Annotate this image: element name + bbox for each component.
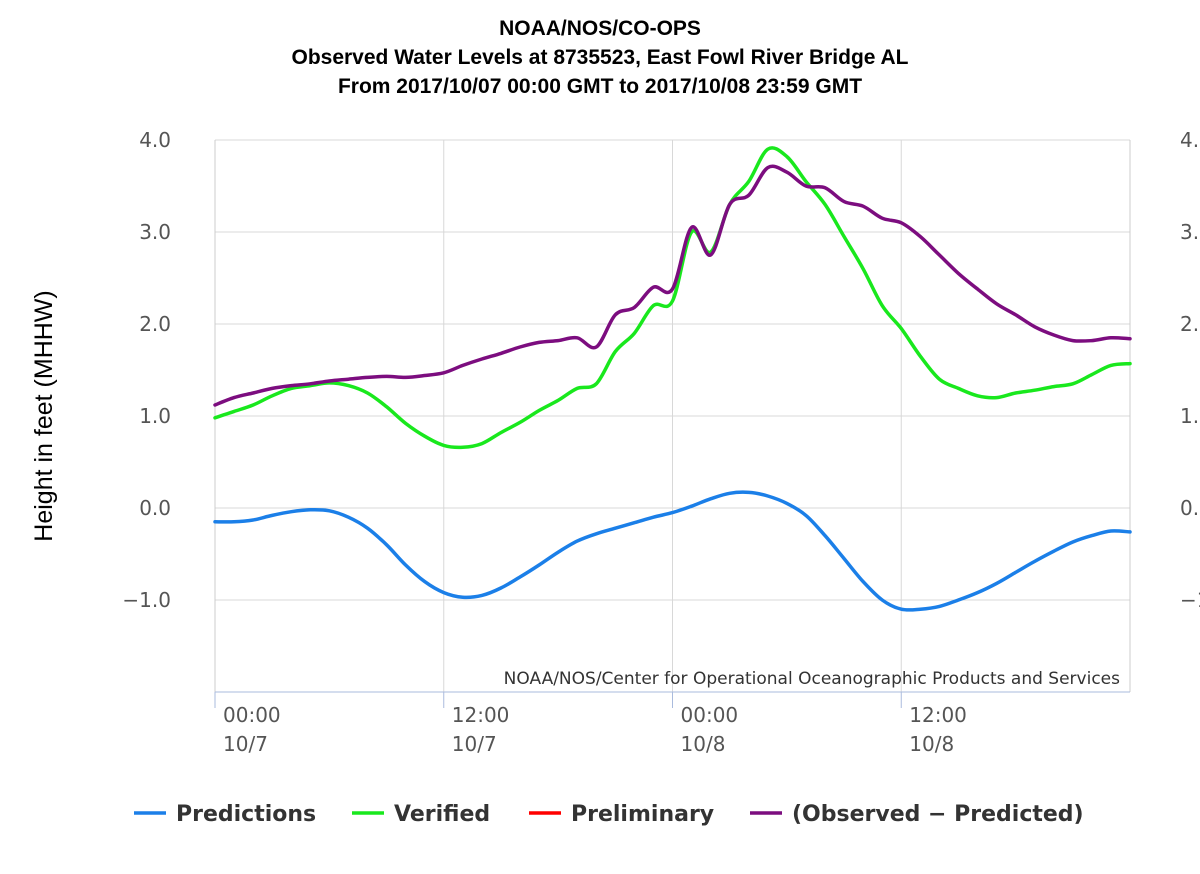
y-tick-label-right: 0.0	[1180, 496, 1200, 520]
legend: Predictions Verified Preliminary (Observed …	[134, 802, 1084, 827]
x-tick-label-date: 10/8	[681, 732, 726, 756]
x-tick-labels: 00:00 10/7 12:00 10/7 00:00 10/8 12:00 10/8	[223, 703, 967, 756]
series-line-verified	[213, 146, 1132, 450]
y-tick-label-right: 3.0	[1180, 220, 1200, 244]
y-tick-label-left: 1.0	[139, 404, 171, 428]
y-tick-label-right: 2.0	[1180, 312, 1200, 336]
x-tick-label-time: 00:00	[681, 703, 739, 727]
y-tick-label-left: 0.0	[139, 496, 171, 520]
series-line-predictions	[213, 490, 1132, 612]
y-tick-label-right: 1.0	[1180, 404, 1200, 428]
legend-label-preliminary: Preliminary	[571, 802, 714, 827]
series-lines	[213, 146, 1132, 612]
legend-label-observed-predicted: (Observed − Predicted)	[792, 802, 1084, 827]
x-tick-label-date: 10/8	[909, 732, 954, 756]
chart-subtitle-range: From 2017/10/07 00:00 GMT to 2017/10/08 …	[337, 75, 863, 98]
x-tick-label-time: 00:00	[223, 703, 281, 727]
chart-subtitle-station: Observed Water Levels at 8735523, East F…	[291, 46, 909, 69]
series-line-observed-predicted	[213, 164, 1132, 407]
x-tick-label-time: 12:00	[452, 703, 510, 727]
legend-label-predictions: Predictions	[176, 802, 316, 827]
y-tick-labels-right: 4.0 3.0 2.0 1.0 0.0 −1.0	[1180, 128, 1200, 612]
y-tick-label-right: −1.0	[1180, 588, 1200, 612]
chart-title: NOAA/NOS/CO-OPS	[499, 17, 701, 40]
gridlines	[215, 139, 1130, 692]
y-axis-label: Height in feet (MHHW)	[30, 290, 58, 541]
chart-title-block: NOAA/NOS/CO-OPS Observed Water Levels at…	[0, 14, 1200, 101]
x-tick-label-date: 10/7	[223, 732, 268, 756]
y-tick-label-left: 2.0	[139, 312, 171, 336]
y-tick-labels-left: 4.0 3.0 2.0 1.0 0.0 −1.0	[122, 128, 171, 612]
legend-label-verified: Verified	[394, 802, 490, 827]
y-tick-label-left: 4.0	[139, 128, 171, 152]
x-tick-label-date: 10/7	[452, 732, 497, 756]
y-tick-label-left: −1.0	[122, 588, 171, 612]
y-tick-label-left: 3.0	[139, 220, 171, 244]
credit-text: NOAA/NOS/Center for Operational Oceanogr…	[504, 669, 1120, 689]
y-tick-label-right: 4.0	[1180, 128, 1200, 152]
x-tick-label-time: 12:00	[909, 703, 967, 727]
